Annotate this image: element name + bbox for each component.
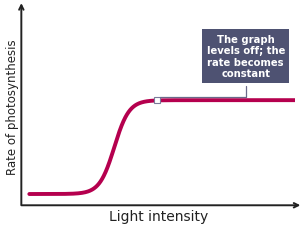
X-axis label: Light intensity: Light intensity <box>109 210 208 224</box>
Y-axis label: Rate of photosynthesis: Rate of photosynthesis <box>5 39 19 174</box>
Text: The graph
levels off; the
rate becomes
constant: The graph levels off; the rate becomes c… <box>160 35 285 97</box>
